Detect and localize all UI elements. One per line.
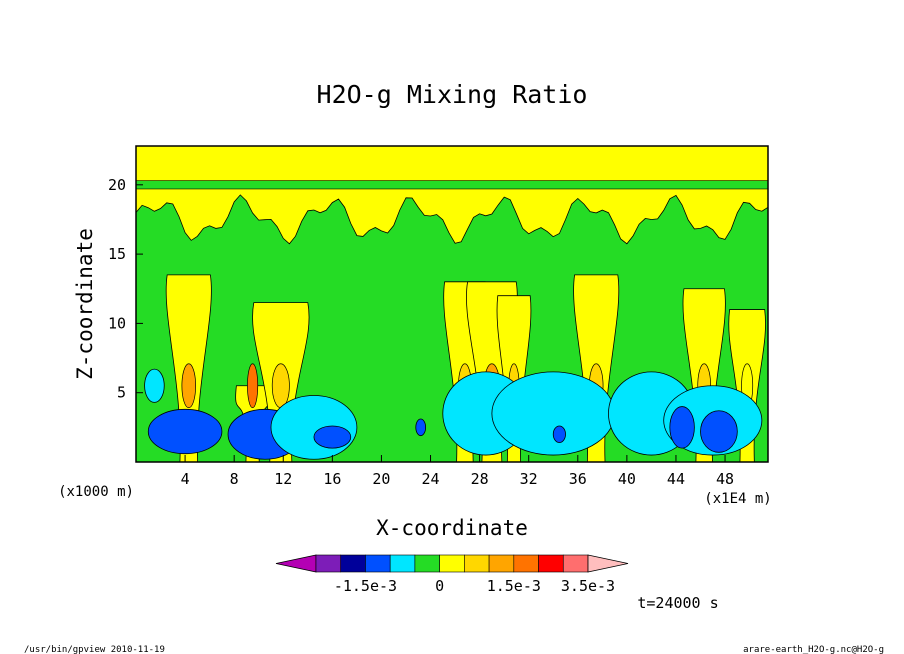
upper-band-stripe	[136, 180, 768, 190]
x-tick-label: 48	[716, 470, 734, 488]
x-tick-label: 36	[569, 470, 587, 488]
x-tick-label: 32	[520, 470, 538, 488]
y-unit-label: (x1000 m)	[58, 484, 134, 500]
colorbar-segment-5	[439, 554, 465, 573]
y-tick-label: 5	[117, 384, 126, 402]
low-region-8	[669, 406, 695, 449]
colorbar-segment-8	[513, 554, 539, 573]
colorbar-segment-4	[414, 554, 440, 573]
x-tick-label: 40	[618, 470, 636, 488]
colorbar-segment-10	[562, 554, 589, 573]
x-tick-label: 4	[181, 470, 190, 488]
plot-area	[136, 146, 768, 462]
colorbar-label: 1.5e-3	[487, 577, 541, 595]
plume-core-0	[181, 363, 196, 409]
colorbar-high-arrow	[587, 554, 629, 573]
x-tick-label: 16	[323, 470, 341, 488]
colorbar: -1.5e-3 0 1.5e-3 3.5e-3	[275, 554, 629, 595]
colorbar-segment-0	[315, 554, 342, 573]
colorbar-label: -1.5e-3	[334, 577, 397, 595]
colorbar-label: 3.5e-3	[561, 577, 615, 595]
y-axis-label: Z-coordinate	[73, 228, 97, 380]
footer-left: /usr/bin/gpview 2010-11-19	[24, 645, 165, 654]
low-region-10	[552, 425, 566, 443]
time-label: t=24000 s	[637, 594, 718, 612]
plot-frame	[135, 145, 769, 463]
y-tick-label: 15	[108, 245, 126, 263]
colorbar-segment-9	[538, 554, 564, 573]
colorbar-segment-1	[340, 554, 366, 573]
low-region-5	[491, 371, 616, 456]
plume-core-1	[247, 363, 259, 409]
low-region-11	[415, 418, 427, 437]
x-tick-label: 12	[274, 470, 292, 488]
upper-band-region	[136, 146, 768, 245]
low-region-12	[144, 368, 165, 403]
colorbar-segment-2	[365, 554, 391, 573]
footer-right: arare-earth_H2O-g.nc@H2O-g	[743, 645, 884, 654]
low-region-3	[313, 425, 352, 449]
low-region-9	[700, 410, 738, 453]
y-axis-ticks: 5 10 15 20	[108, 176, 143, 402]
plume-core-2	[271, 363, 290, 409]
x-axis-label: X-coordinate	[376, 516, 528, 540]
x-tick-label: 28	[471, 470, 489, 488]
y-tick-label: 20	[108, 176, 126, 194]
x-tick-label: 24	[421, 470, 439, 488]
x-tick-label: 8	[230, 470, 239, 488]
y-tick-label: 10	[108, 314, 126, 332]
colorbar-label: 0	[435, 577, 444, 595]
low-region-2	[270, 395, 358, 460]
colorbar-low-arrow	[275, 554, 317, 573]
x-axis-ticks: 4 8 12 16 20 24 28 32 36 40 44 48	[181, 455, 734, 488]
x-unit-label: (x1E4 m)	[704, 491, 771, 507]
colorbar-segment-6	[464, 554, 490, 573]
low-region-0	[147, 408, 223, 455]
colorbar-segment-7	[488, 554, 515, 573]
colorbar-segment-3	[389, 554, 416, 573]
upper-moist-band	[136, 146, 768, 245]
low-value-layer	[144, 368, 763, 460]
chart-title: H2O-g Mixing Ratio	[317, 80, 588, 109]
x-tick-label: 44	[667, 470, 685, 488]
x-tick-label: 20	[372, 470, 390, 488]
